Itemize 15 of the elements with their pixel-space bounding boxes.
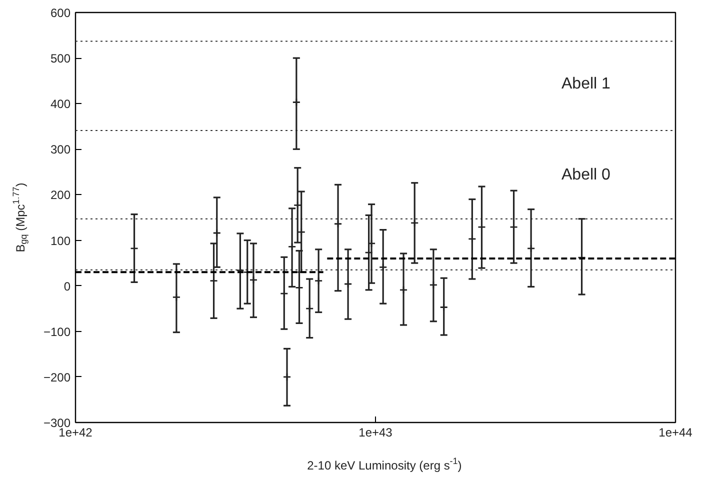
y-axis-title: Bgq (Mpc1.77) xyxy=(11,182,28,252)
annotation: Abell 1 xyxy=(562,76,611,92)
y-tick-label: 0 xyxy=(64,279,71,294)
y-tick-label: 300 xyxy=(50,142,71,157)
y-tick-label: 100 xyxy=(50,234,71,248)
y-tick-label: 400 xyxy=(50,97,71,112)
y-tick-label: −200 xyxy=(43,370,71,384)
y-tick-label: 200 xyxy=(50,188,71,202)
y-tick-label: −100 xyxy=(43,324,71,339)
annotation: Abell 0 xyxy=(562,166,611,184)
y-tick-label: 500 xyxy=(50,52,71,66)
y-tick-label: 600 xyxy=(50,6,71,20)
x-tick-label: 1e+43 xyxy=(358,426,393,440)
x-tick-label: 1e+44 xyxy=(658,426,693,440)
x-tick-label: 1e+42 xyxy=(58,426,93,440)
